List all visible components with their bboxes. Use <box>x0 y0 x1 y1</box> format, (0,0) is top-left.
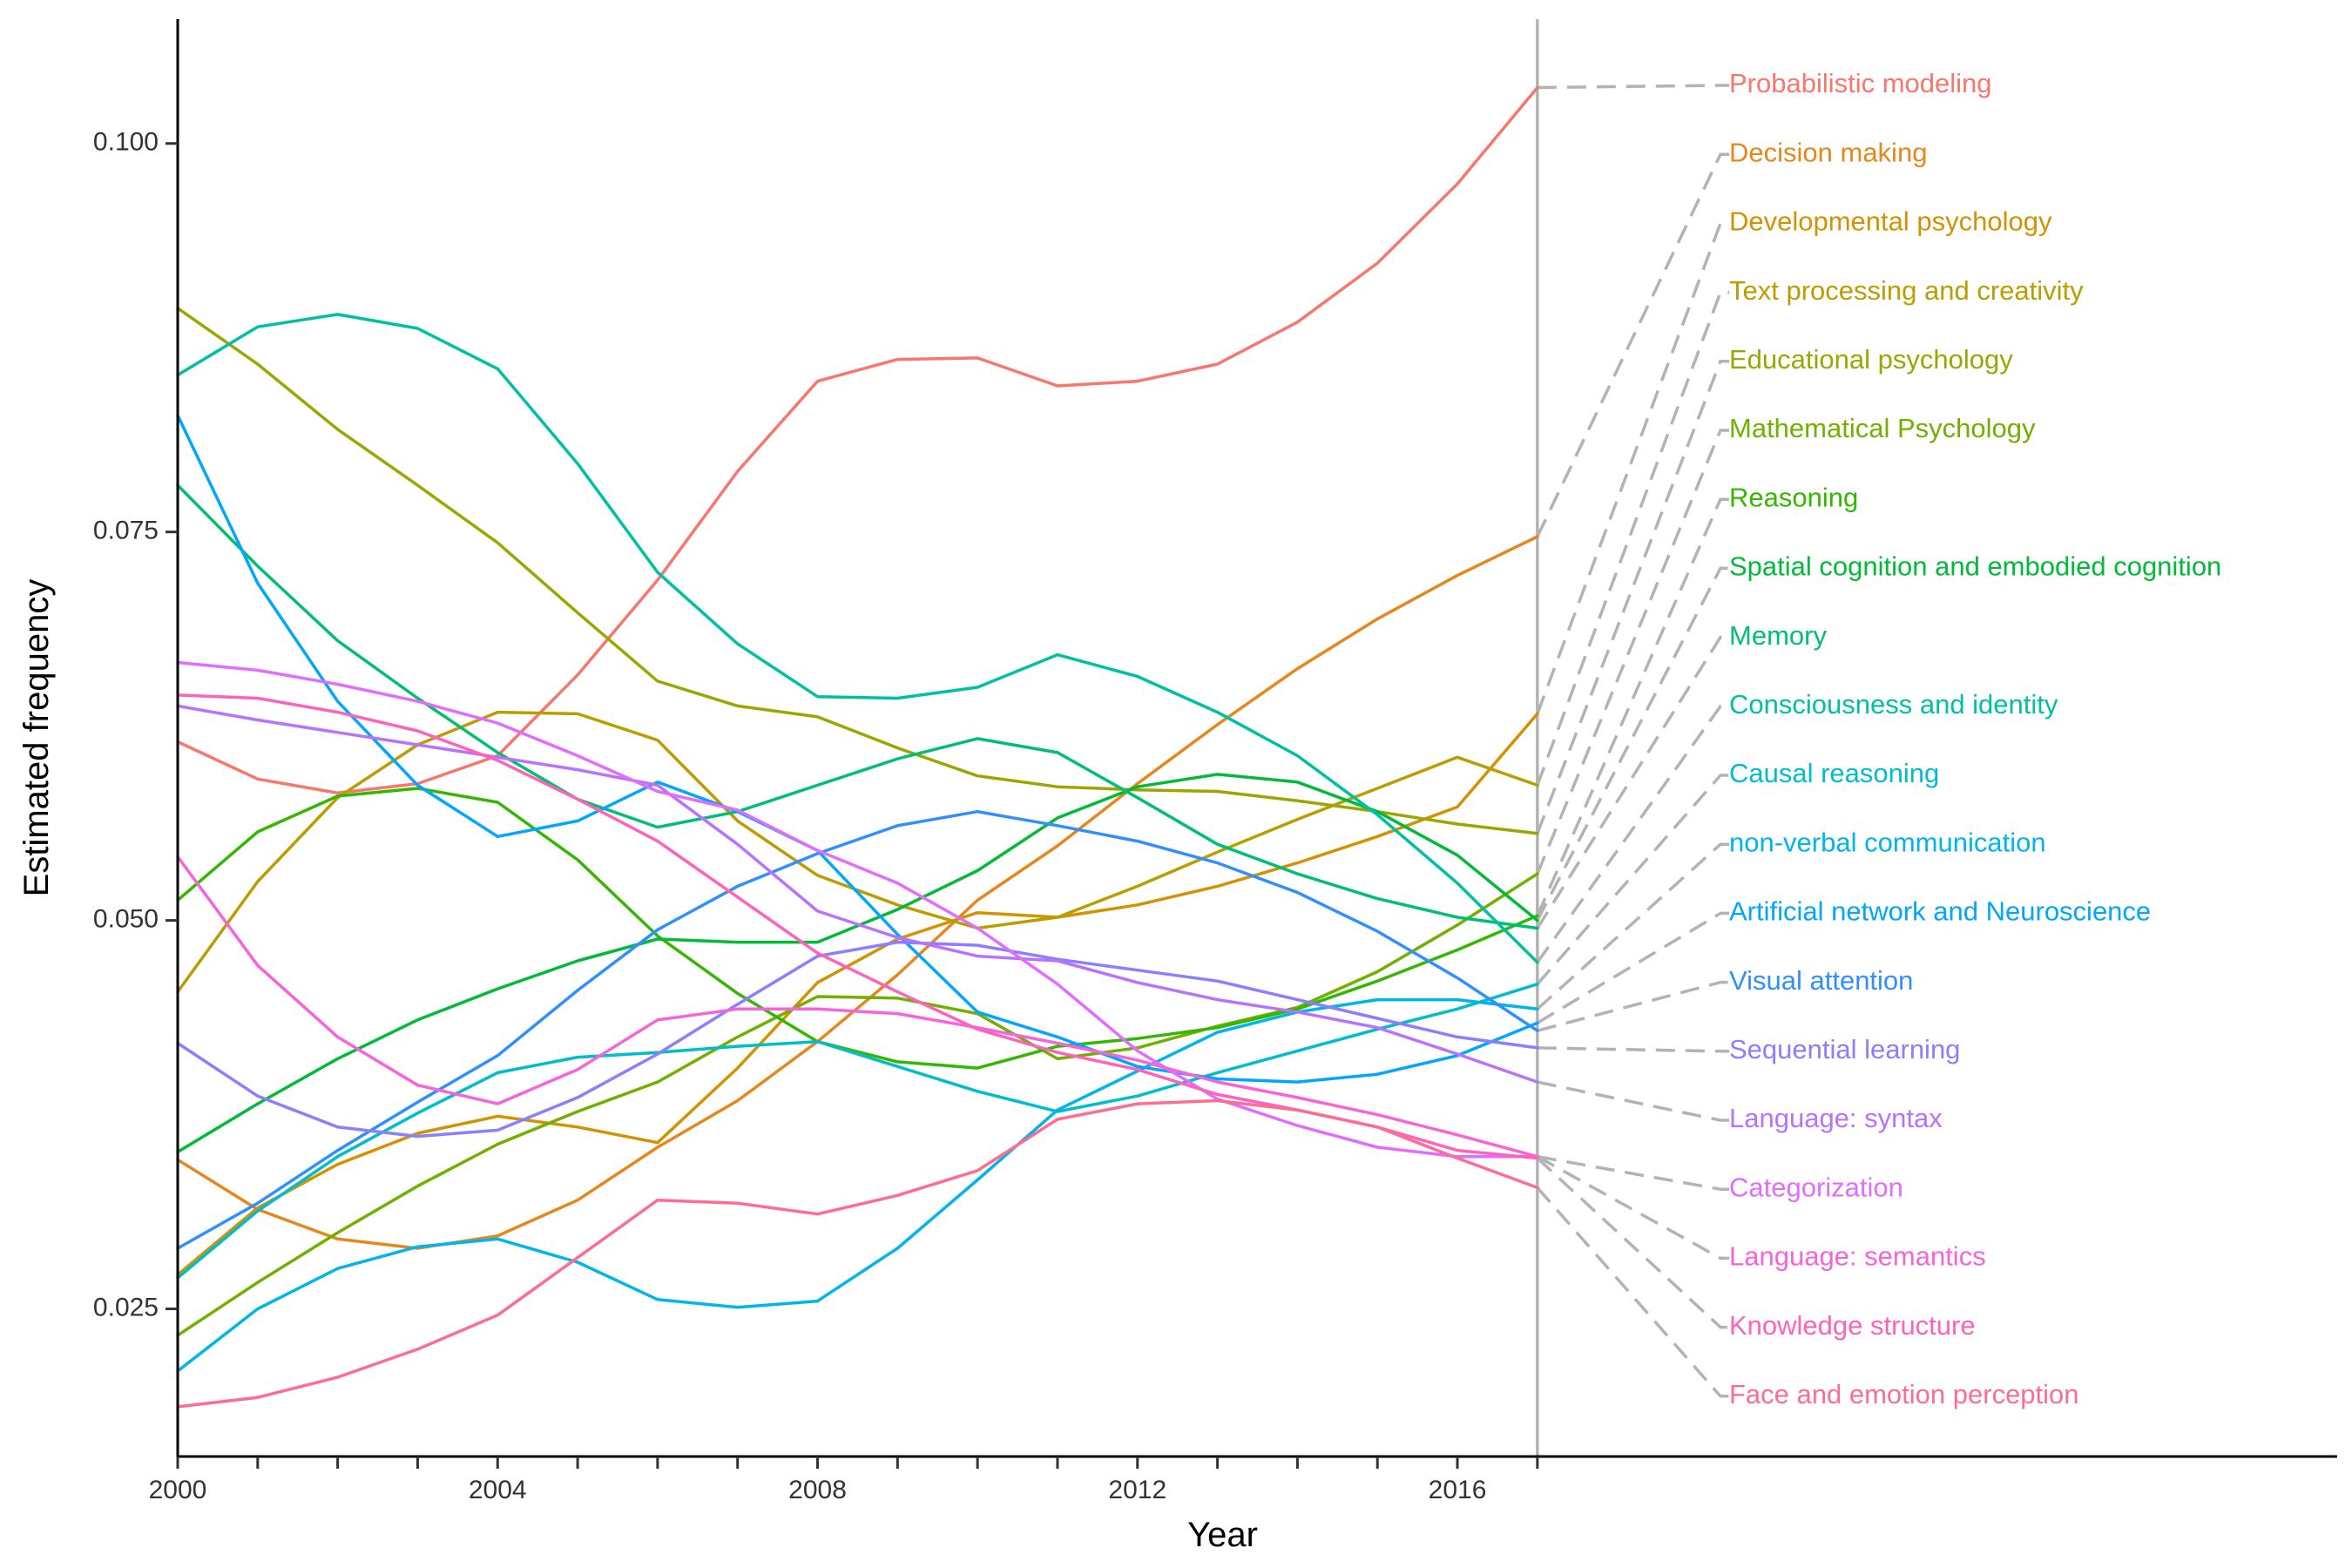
y-axis-title: Estimated frequency <box>17 579 56 897</box>
series-label-15: Language: syntax <box>1729 1103 1943 1133</box>
x-tick-label-0: 2000 <box>149 1476 207 1504</box>
series-label-16: Categorization <box>1729 1172 1903 1202</box>
series-label-19: Face and emotion perception <box>1729 1379 2079 1409</box>
y-tick-label-3: 0.100 <box>93 128 159 157</box>
series-lines <box>176 85 1539 1409</box>
series-label-3: Text processing and creativity <box>1729 275 2084 306</box>
series-line-6 <box>176 787 1539 1070</box>
leader-line-11 <box>1536 842 1729 1010</box>
series-line-0 <box>176 85 1539 795</box>
leader-line-12 <box>1536 911 1729 1024</box>
series-label-8: Memory <box>1729 620 1827 651</box>
series-label-11: non-verbal communication <box>1729 827 2046 857</box>
series-label-1: Decision making <box>1729 137 1927 167</box>
leader-lines <box>1536 84 1729 1398</box>
leader-line-18 <box>1536 1157 1729 1329</box>
leader-line-3 <box>1536 290 1729 787</box>
series-label-9: Consciousness and identity <box>1729 689 2058 720</box>
series-line-4 <box>176 307 1539 835</box>
y-tick-label-1: 0.050 <box>93 905 159 934</box>
series-label-10: Causal reasoning <box>1729 758 1939 788</box>
series-line-15 <box>176 704 1539 1084</box>
series-line-9 <box>176 313 1539 964</box>
series-label-18: Knowledge structure <box>1729 1310 1976 1341</box>
leader-line-4 <box>1536 360 1729 835</box>
leader-line-19 <box>1536 1186 1729 1398</box>
x-tick-label-1: 2004 <box>469 1476 527 1504</box>
series-label-12: Artificial network and Neuroscience <box>1729 896 2151 927</box>
tick-labels: 2000 2004 2008 2012 2016 0.025 0.050 0.075 0.100 <box>93 128 1486 1504</box>
leader-line-15 <box>1537 1080 1729 1122</box>
series-line-1 <box>176 535 1539 1250</box>
series-line-13 <box>176 809 1539 1250</box>
y-tick-label-0: 0.025 <box>93 1293 159 1321</box>
leader-line-7 <box>1536 566 1729 922</box>
series-line-17 <box>176 855 1539 1159</box>
axes <box>166 19 2337 1469</box>
leader-line-8 <box>1536 635 1729 929</box>
series-label-7: Spatial cognition and embodied cognition <box>1729 551 2221 582</box>
leader-line-5 <box>1536 429 1729 875</box>
series-label-13: Visual attention <box>1729 965 1913 996</box>
series-label-6: Reasoning <box>1729 482 1858 512</box>
leader-line-6 <box>1536 497 1729 916</box>
leader-line-0 <box>1537 84 1729 90</box>
series-line-7 <box>176 773 1539 1154</box>
series-line-10 <box>176 982 1539 1280</box>
leader-line-17 <box>1537 1155 1729 1260</box>
leader-line-14 <box>1537 1046 1729 1053</box>
y-tick-label-2: 0.075 <box>93 517 159 545</box>
leader-line-9 <box>1536 705 1729 963</box>
leader-line-1 <box>1536 152 1729 537</box>
series-label-5: Mathematical Psychology <box>1729 413 2036 443</box>
x-tick-label-3: 2012 <box>1108 1476 1166 1504</box>
series-line-3 <box>176 710 1539 994</box>
leader-line-16 <box>1537 1154 1729 1191</box>
series-line-16 <box>176 660 1539 1159</box>
series-line-14 <box>176 940 1539 1139</box>
x-tick-label-4: 2016 <box>1429 1476 1487 1504</box>
series-label-0: Probabilistic modeling <box>1729 68 1992 98</box>
series-line-12 <box>176 414 1539 1084</box>
series-label-14: Sequential learning <box>1729 1034 1960 1064</box>
series-line-19 <box>176 1098 1539 1409</box>
leader-line-13 <box>1537 980 1729 1032</box>
series-label-17: Language: semantics <box>1729 1241 1986 1272</box>
x-tick-label-2: 2008 <box>788 1476 847 1504</box>
leader-line-10 <box>1536 774 1729 985</box>
series-labels: Probabilistic modeling Decision making Dev… <box>1729 68 2221 1409</box>
series-label-4: Educational psychology <box>1729 344 2013 375</box>
series-label-2: Developmental psychology <box>1729 206 2052 237</box>
x-axis-title: Year <box>1187 1516 1258 1554</box>
series-line-11 <box>176 997 1539 1373</box>
series-line-8 <box>176 483 1539 930</box>
series-line-2 <box>176 712 1539 1277</box>
